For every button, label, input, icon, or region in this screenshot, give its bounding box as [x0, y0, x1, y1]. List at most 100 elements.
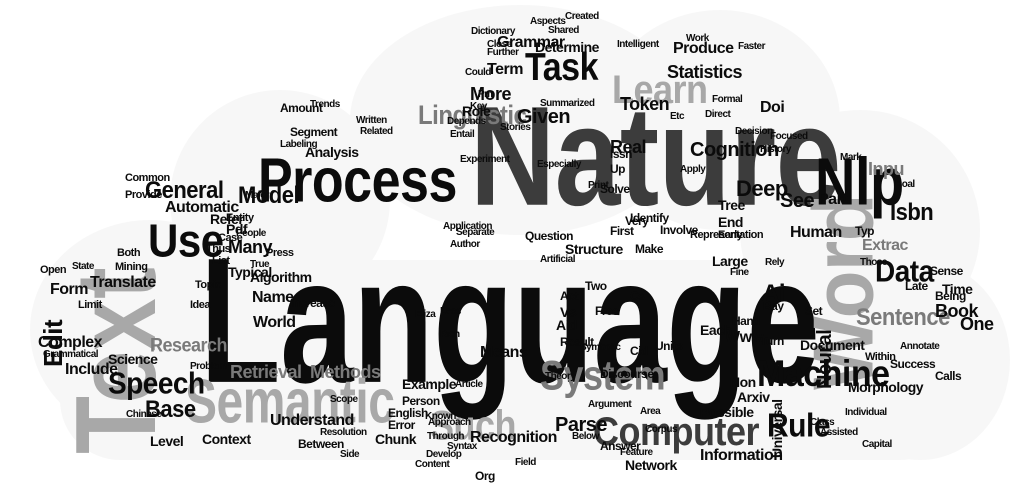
- word-nlp: Nlp: [815, 143, 904, 219]
- word-isbn: Isbn: [890, 197, 934, 226]
- word-less: Less: [440, 306, 461, 317]
- word-people: People: [236, 228, 266, 239]
- word-form: Form: [50, 281, 89, 298]
- word-within: Within: [865, 351, 896, 363]
- word-universal: Universal: [769, 399, 785, 458]
- word-print: Print: [588, 180, 609, 191]
- word-etc: Etc: [670, 111, 685, 122]
- word-close: Close: [487, 39, 512, 50]
- word-level: Level: [150, 433, 184, 449]
- word-thus: Thus: [206, 243, 231, 255]
- word-stories: Stories: [500, 122, 531, 133]
- word-use: Use: [148, 214, 224, 267]
- word-entail: Entail: [450, 129, 475, 140]
- word-morphology: Morphology: [848, 379, 924, 395]
- word-entity: Entity: [226, 212, 254, 224]
- word-arxiv: Arxiv: [737, 389, 770, 405]
- word-machine: Machine: [757, 352, 890, 395]
- word-rely: Rely: [765, 257, 785, 268]
- word-provide: Provide: [125, 189, 162, 201]
- word-result: Result: [560, 335, 594, 349]
- word-labeling: Labeling: [280, 139, 318, 150]
- word-being: Being: [935, 289, 966, 303]
- word-eliza: Eliza: [415, 309, 436, 320]
- word-linguistic: Linguistic: [418, 100, 527, 131]
- word-solve: Solve: [600, 182, 630, 196]
- word-those: Those: [860, 257, 887, 268]
- word-annotate: Annotate: [900, 341, 940, 352]
- word-related: Related: [360, 126, 393, 137]
- word-through: Through: [427, 431, 465, 442]
- word-formal: Formal: [712, 94, 743, 105]
- word-document: Document: [800, 337, 865, 353]
- word-tree: Tree: [718, 197, 745, 213]
- word-mining: Mining: [115, 261, 148, 273]
- word-scope: Scope: [330, 394, 358, 405]
- word-large: Large: [712, 253, 748, 269]
- word-units: Units: [655, 339, 683, 353]
- word-content: Content: [415, 459, 450, 470]
- word-discourse: Discourse: [600, 367, 654, 381]
- word-shared: Shared: [548, 25, 579, 36]
- word-mark: Mark: [840, 152, 862, 163]
- word-typical: Typical: [228, 264, 272, 280]
- word-free: Free: [595, 304, 619, 318]
- word-more: More: [470, 84, 512, 104]
- word-act: Act: [560, 289, 578, 303]
- word-world: World: [253, 314, 296, 331]
- word-extract: Extrac: [862, 237, 908, 254]
- word-recognition: Recognition: [470, 429, 557, 446]
- word-dictionary: Dictionary: [471, 26, 515, 37]
- word-aid: Aid: [556, 317, 578, 333]
- word-system: System: [540, 351, 666, 399]
- word-methods: Methods: [310, 362, 381, 382]
- word-artificial: Artificial: [540, 254, 576, 265]
- word-true: True: [250, 259, 270, 270]
- word-assisted: Assisted: [820, 427, 858, 438]
- word-work: Work: [686, 33, 709, 44]
- word-nature: Nature: [470, 77, 841, 236]
- word-faster: Faster: [738, 41, 766, 52]
- word-application: Application: [443, 221, 492, 232]
- word-individual: Individual: [845, 407, 887, 418]
- word-input: Inpu: [868, 159, 905, 179]
- word-time: Time: [942, 281, 973, 297]
- word-part: Part: [818, 191, 848, 208]
- word-org: Org: [475, 469, 495, 483]
- word-cognition: Cognition: [690, 139, 779, 161]
- word-non: Non: [730, 374, 756, 390]
- word-author: Author: [450, 239, 480, 250]
- word-topic: Topic: [195, 279, 222, 291]
- word-network: Network: [625, 457, 677, 473]
- word-especially: Especially: [537, 159, 581, 170]
- word-intelligent: Intelligent: [617, 39, 659, 50]
- word-between: Between: [298, 437, 344, 451]
- word-field: Field: [515, 457, 536, 468]
- word-boal: Boal: [895, 179, 915, 190]
- word-complex: Complex: [38, 334, 103, 351]
- word-cs: Cs: [630, 289, 645, 303]
- word-side: Side: [340, 449, 360, 460]
- word-two: Two: [585, 279, 607, 293]
- word-data: Data: [875, 253, 934, 288]
- word-ai: Ai: [762, 280, 786, 307]
- word-grammar: Grammar: [497, 34, 565, 51]
- word-english: English: [388, 406, 428, 420]
- word-book: Book: [935, 301, 979, 321]
- word-approach: Approach: [428, 417, 471, 428]
- word-process: Process: [258, 146, 457, 216]
- word-vs: Vs: [560, 304, 577, 320]
- word-limit: Limit: [78, 299, 102, 311]
- word-speech: Speech: [108, 365, 205, 400]
- word-many: Many: [228, 237, 273, 257]
- word-person: Person: [402, 394, 440, 408]
- word-real: Real: [610, 137, 647, 157]
- word-corpus: Corpus: [645, 424, 678, 435]
- word-develop: Develop: [426, 449, 462, 460]
- word-pdf: Pdf: [226, 221, 248, 237]
- word-symbolic: Symbolic: [580, 342, 621, 353]
- word-feature: Feature: [620, 447, 653, 458]
- word-sentence: Sentence: [856, 302, 950, 331]
- word-retrieval: Retrieval: [230, 362, 302, 382]
- word-summarized: Summarized: [540, 98, 595, 109]
